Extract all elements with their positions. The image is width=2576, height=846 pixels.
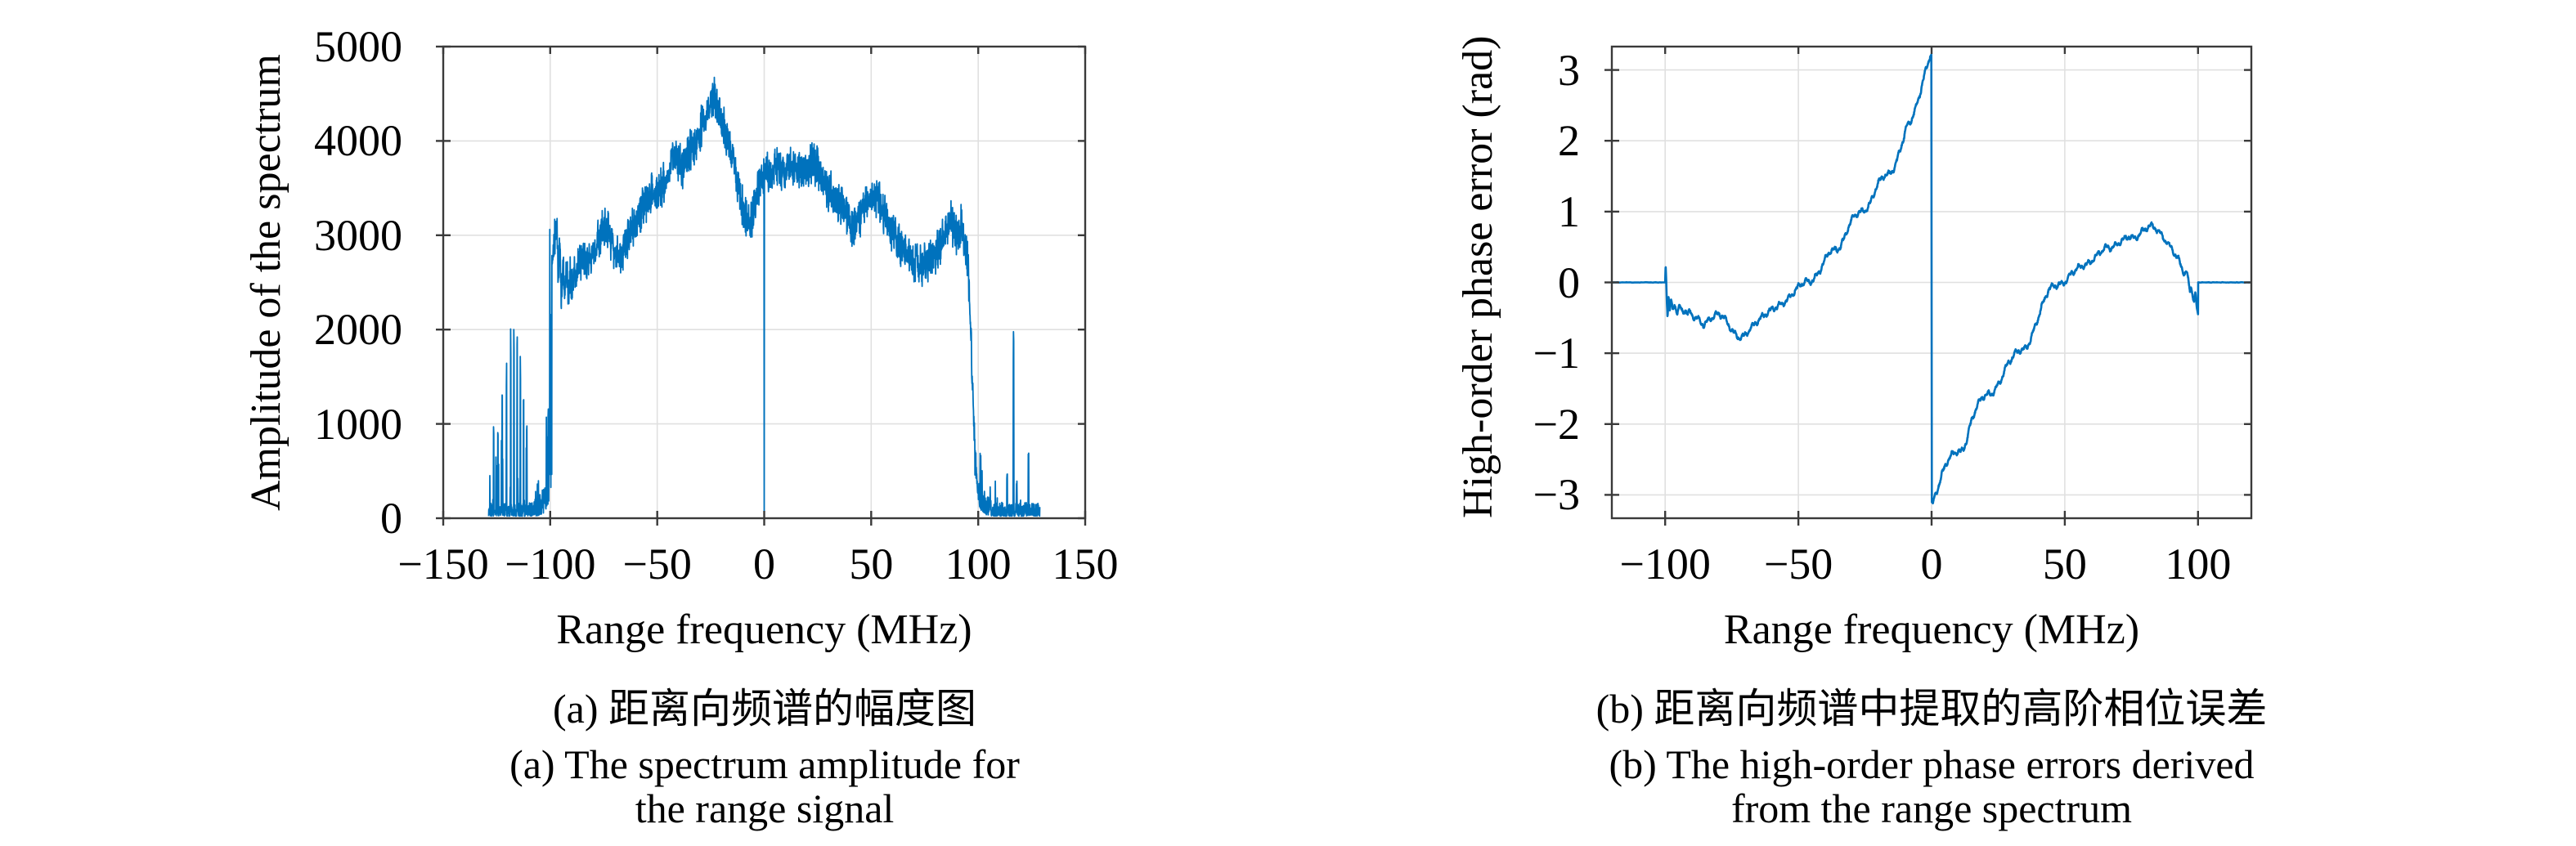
y-tick-label: 5000 (314, 22, 402, 71)
y-tick-label: 3000 (314, 210, 402, 260)
caption-b-english-line1: (b) The high-order phase errors derived (1609, 741, 2255, 787)
y-tick-label: −2 (1533, 399, 1580, 449)
x-tick-label: 100 (2165, 539, 2232, 589)
y-tick-label: 2000 (314, 305, 402, 355)
y-tick-label: 1 (1558, 186, 1580, 236)
x-tick-label: −50 (622, 539, 692, 589)
axes-box (436, 45, 1087, 526)
x-tick-label: 0 (1920, 539, 1943, 589)
y-tick-label: 3 (1558, 45, 1580, 95)
axes-box (1604, 45, 2253, 526)
caption-a-english-line1: (a) The spectrum amplitude for (509, 741, 1020, 787)
y-tick-label: 0 (1558, 257, 1580, 307)
x-tick-label: −50 (1763, 539, 1833, 589)
y-tick-label: −1 (1533, 329, 1580, 378)
phase-error-curve (1612, 53, 2251, 504)
caption-b-chinese: (b) 距离向频谱中提取的高阶相位误差 (1595, 686, 2268, 732)
y-tick-label: 0 (380, 494, 402, 543)
y-tick-label: 4000 (314, 116, 402, 166)
x-tick-label: −150 (397, 539, 489, 589)
caption-b-english-line2: from the range spectrum (1730, 786, 2133, 831)
spectrum-amplitude-plot (436, 45, 1087, 526)
x-tick-label: −100 (505, 539, 596, 589)
y-tick-label: 2 (1558, 116, 1580, 166)
x-tick-label: −100 (1619, 539, 1711, 589)
x-tick-label: 150 (1052, 539, 1119, 589)
phase-error-plot (1604, 45, 2253, 526)
caption-a-chinese: (a) 距离向频谱的幅度图 (553, 686, 976, 732)
y-tick-label: 1000 (314, 399, 402, 449)
x-tick-label: 50 (2042, 539, 2087, 589)
x-tick-label: 50 (849, 539, 894, 589)
x-tick-label: 0 (753, 539, 775, 589)
x-axis-label-a: Range frequency (MHz) (556, 607, 972, 653)
y-tick-label: −3 (1533, 470, 1580, 520)
x-tick-label: 100 (945, 539, 1012, 589)
caption-a-english-line2: the range signal (635, 786, 895, 831)
x-axis-label-b: Range frequency (MHz) (1723, 607, 2140, 653)
